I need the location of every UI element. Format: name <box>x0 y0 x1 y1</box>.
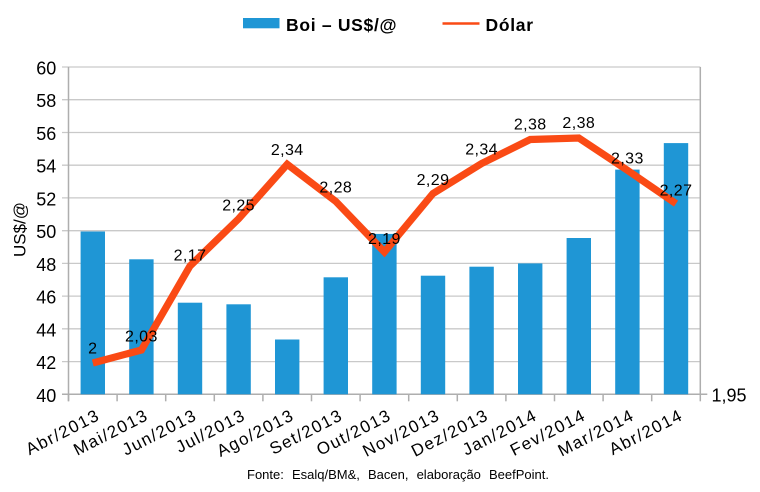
svg-text:58: 58 <box>36 91 56 111</box>
svg-text:54: 54 <box>36 157 56 177</box>
svg-text:2,34: 2,34 <box>271 142 304 159</box>
svg-text:2,03: 2,03 <box>125 329 158 346</box>
svg-text:50: 50 <box>36 222 56 242</box>
svg-text:2,25: 2,25 <box>222 198 255 215</box>
svg-text:60: 60 <box>36 59 56 79</box>
svg-text:1,95: 1,95 <box>712 386 747 406</box>
svg-text:2,38: 2,38 <box>562 115 595 132</box>
svg-text:48: 48 <box>36 255 56 275</box>
svg-text:52: 52 <box>36 189 56 209</box>
svg-text:2,34: 2,34 <box>465 142 498 159</box>
svg-text:46: 46 <box>36 288 56 308</box>
svg-text:2,19: 2,19 <box>368 231 401 248</box>
svg-text:2,27: 2,27 <box>660 182 693 199</box>
svg-text:2,17: 2,17 <box>174 247 207 264</box>
svg-text:44: 44 <box>36 320 56 340</box>
svg-text:2,29: 2,29 <box>417 172 450 189</box>
svg-text:2: 2 <box>88 341 97 358</box>
svg-text:Fonte: Esalq/BM&, Bacen, elabo: Fonte: Esalq/BM&, Bacen, elaboração Beef… <box>247 467 549 482</box>
svg-text:2,38: 2,38 <box>514 117 547 134</box>
svg-text:2,33: 2,33 <box>611 151 644 168</box>
svg-text:US$/@: US$/@ <box>11 202 30 257</box>
svg-text:42: 42 <box>36 353 56 373</box>
svg-text:40: 40 <box>36 386 56 406</box>
svg-text:Boi – US$/@: Boi – US$/@ <box>286 15 397 35</box>
svg-text:2,28: 2,28 <box>319 179 352 196</box>
svg-text:Dólar: Dólar <box>486 15 534 35</box>
svg-text:56: 56 <box>36 124 56 144</box>
